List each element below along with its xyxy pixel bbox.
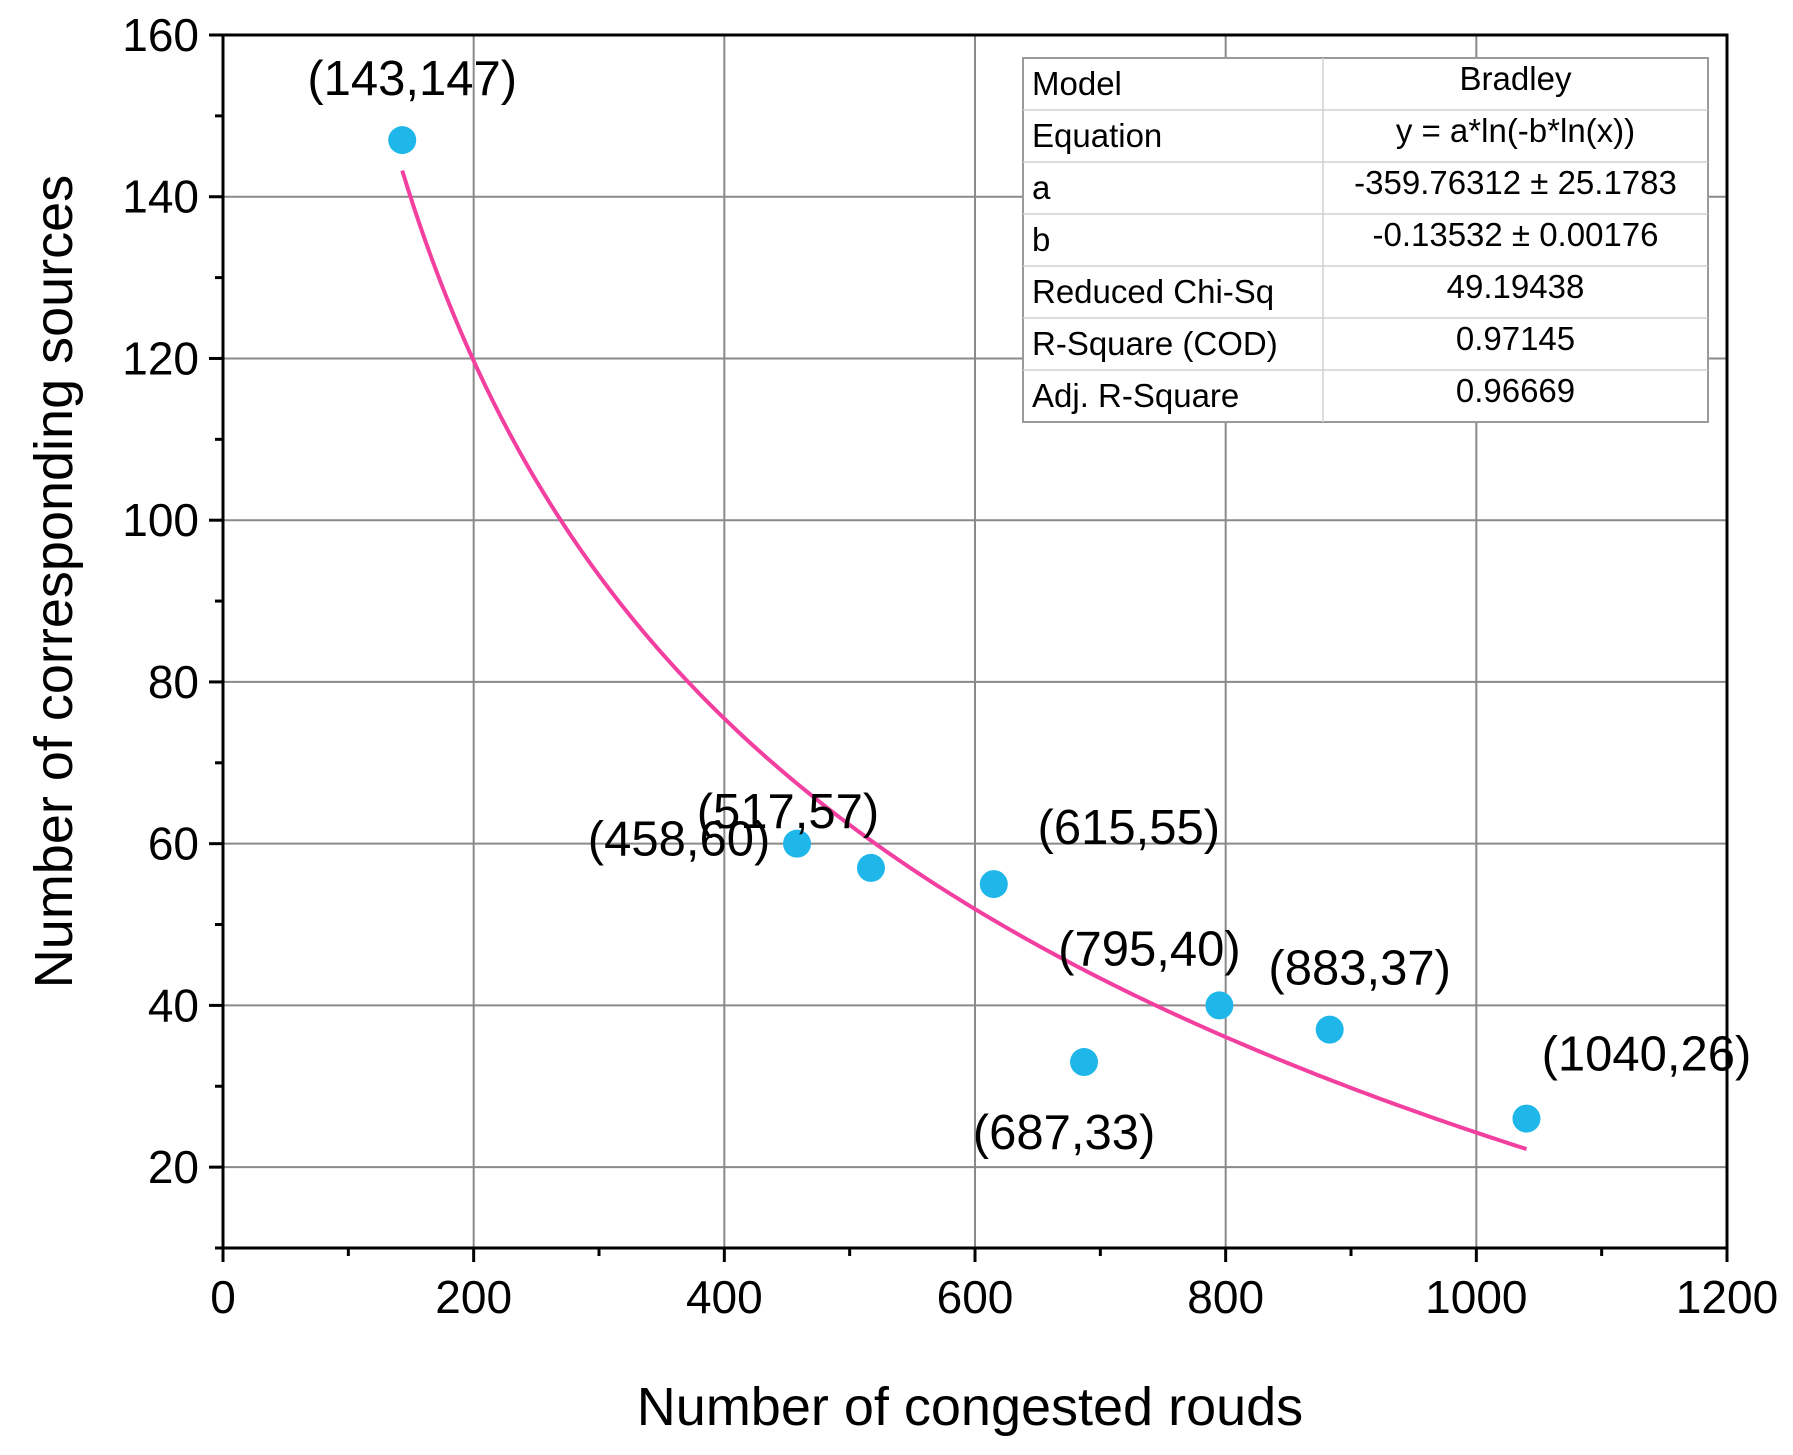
fit-table-key: R-Square (COD): [1032, 325, 1278, 362]
data-label: (883,37): [1268, 942, 1451, 996]
fit-table-value: y = a*ln(-b*ln(x)): [1396, 112, 1635, 149]
y-tick-label: 20: [148, 1141, 199, 1193]
y-axis-title: Number of corresponding sources: [24, 175, 84, 988]
data-point: [388, 126, 417, 155]
x-tick-label: 400: [686, 1271, 763, 1323]
x-tick-label: 1200: [1676, 1271, 1778, 1323]
y-tick-label: 120: [122, 332, 199, 384]
data-label: (143,147): [307, 52, 517, 106]
data-label: (458,60): [588, 813, 771, 867]
y-tick-label: 60: [148, 818, 199, 870]
fit-table-key: a: [1032, 169, 1051, 206]
data-point: [1070, 1048, 1099, 1077]
data-label: (615,55): [1038, 801, 1221, 855]
fit-table-key: Reduced Chi-Sq: [1032, 273, 1274, 310]
y-tick-label: 160: [122, 9, 199, 61]
fit-table-value: 49.19438: [1447, 268, 1585, 305]
data-point: [1205, 991, 1234, 1020]
x-tick-label: 200: [435, 1271, 512, 1323]
x-tick-label: 1000: [1425, 1271, 1527, 1323]
x-tick-label: 800: [1187, 1271, 1264, 1323]
x-tick-label: 0: [210, 1271, 236, 1323]
data-point: [783, 829, 812, 858]
y-tick-label: 80: [148, 656, 199, 708]
fit-table-key: Adj. R-Square: [1032, 377, 1239, 414]
data-label: (687,33): [973, 1106, 1156, 1160]
x-axis-title: Number of congested rouds: [637, 1377, 1303, 1437]
data-point: [1512, 1104, 1541, 1133]
fit-table: [1022, 57, 1709, 423]
data-label: (517,57): [697, 785, 880, 839]
fit-table-value: -0.13532 ± 0.00176: [1372, 216, 1658, 253]
data-point: [856, 853, 885, 882]
fit-table-key: Model: [1032, 65, 1122, 102]
y-tick-label: 140: [122, 171, 199, 223]
data-label: (795,40): [1058, 922, 1241, 976]
fit-table-key: b: [1032, 221, 1050, 258]
fit-table-value: 0.96669: [1456, 372, 1575, 409]
x-tick-label: 600: [937, 1271, 1014, 1323]
fit-table-key: Equation: [1032, 117, 1162, 154]
y-tick-label: 100: [122, 494, 199, 546]
y-tick-label: 40: [148, 979, 199, 1031]
data-point: [979, 870, 1008, 899]
fit-table-value: -359.76312 ± 25.1783: [1354, 164, 1677, 201]
fit-table-value: 0.97145: [1456, 320, 1575, 357]
fit-curve: [400, 169, 1528, 1151]
data-point: [1315, 1015, 1344, 1044]
fit-table-value: Bradley: [1460, 60, 1572, 97]
data-label: (1040,26): [1542, 1028, 1752, 1082]
